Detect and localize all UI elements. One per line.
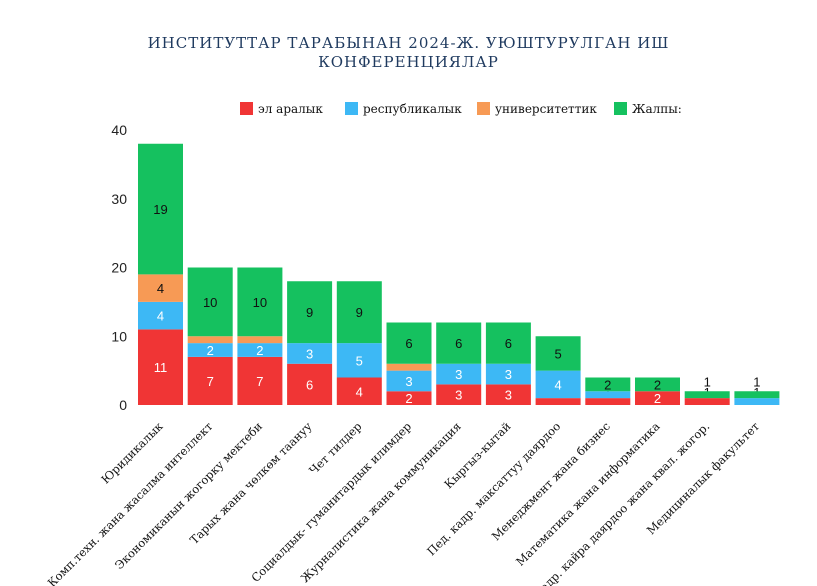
data-label-6-0: 3 [455,388,462,403]
bar-segment-7-3 [485,322,531,364]
data-label-5-3: 6 [405,336,412,351]
data-label-7-0: 3 [505,388,512,403]
bar-segment-11-3 [684,391,730,399]
bar-segment-9-0 [585,398,631,405]
bar-segment-5-0 [386,391,432,405]
data-label-10-0: 2 [654,391,661,406]
data-label-12-3: 1 [753,374,760,389]
data-label-5-1: 3 [405,374,412,389]
bar-segment-7-0 [485,384,531,405]
bar-segment-3-0 [287,363,333,405]
legend-label-0: эл аралык [258,102,323,116]
legend-swatch-0 [240,102,253,115]
bar-segment-0-0 [138,329,183,405]
bar-segment-6-3 [436,322,482,364]
bar-segment-8-3 [535,336,581,371]
data-label-0-2: 4 [157,281,164,296]
bar-segment-5-2 [386,363,432,371]
bar-segment-7-1 [485,363,531,385]
data-label-0-0: 11 [154,360,168,375]
bar-segment-4-0 [336,377,382,405]
data-label-3-1: 3 [306,346,313,361]
bar-segment-2-3 [237,267,283,337]
data-label-4-3: 9 [356,305,363,320]
data-label-3-0: 6 [306,377,313,392]
bar-segment-12-3 [734,391,780,399]
legend-swatch-1 [345,102,358,115]
bar-segment-6-1 [436,363,482,385]
bar-segment-1-2 [187,336,233,344]
bar-segment-0-1 [138,301,183,330]
bar-segment-10-3 [635,377,680,392]
bar-segment-5-3 [386,322,432,364]
data-label-10-3: 2 [654,377,661,392]
data-label-8-1: 4 [554,377,561,392]
bar-segment-2-0 [237,356,283,405]
data-label-1-1: 2 [207,343,214,358]
bar-segment-5-1 [386,370,432,392]
bar-segment-4-1 [336,343,382,378]
data-label-3-3: 9 [306,305,313,320]
bars: 1144197211072110639459231633633614511222… [138,143,780,406]
bar-segment-11-0 [684,398,730,405]
bar-segment-3-3 [287,281,333,344]
bar-segment-10-0 [635,391,680,405]
data-label-0-1: 4 [157,309,164,324]
bar-segment-0-3 [138,143,183,275]
data-label-2-1: 2 [256,343,263,358]
data-label-5-0: 2 [405,391,412,406]
chart-title: ИНСТИТУТТАР ТАРАБЫНАН 2024-Ж. УЮШТУРУЛГА… [0,34,817,72]
data-label-4-0: 4 [356,384,363,399]
legend-label-3: Жалпы: [632,102,682,116]
y-tick-0: 0 [119,397,127,413]
bar-segment-12-1 [734,398,780,405]
y-tick-40: 40 [111,122,127,138]
data-label-7-3: 6 [505,336,512,351]
data-label-8-3: 5 [554,346,561,361]
bar-segment-1-0 [187,356,233,405]
data-label-6-1: 3 [455,367,462,382]
bar-segment-8-1 [535,370,581,399]
bar-segment-6-0 [436,384,482,405]
y-axis: 0 10 20 30 40 [111,122,127,413]
bar-segment-0-2 [138,274,183,302]
bar-segment-8-0 [535,398,581,405]
data-label-1-3: 10 [203,295,217,310]
data-label-2-0: 7 [256,374,263,389]
legend-swatch-2 [477,102,490,115]
data-label-1-0: 7 [207,374,214,389]
legend-label-2: университеттик [495,102,597,116]
data-label-2-3: 10 [253,295,267,310]
bar-segment-1-1 [187,343,233,357]
data-label-9-3: 2 [604,377,611,392]
chart-title-line-2: КОНФЕРЕНЦИЯЛАР [318,53,499,71]
legend-label-1: республикалык [363,102,462,116]
y-tick-10: 10 [111,328,127,344]
y-tick-20: 20 [111,260,127,276]
bar-segment-2-1 [237,343,283,357]
data-label-4-1: 5 [356,353,363,368]
data-label-7-1: 3 [505,367,512,382]
chart-title-line-1: ИНСТИТУТТАР ТАРАБЫНАН 2024-Ж. УЮШТУРУЛГА… [147,34,670,52]
bar-segment-9-1 [585,391,631,399]
data-label-11-3: 1 [704,374,711,389]
data-label-0-3: 19 [153,202,167,217]
y-tick-30: 30 [111,191,127,207]
bar-segment-3-1 [287,343,333,364]
data-label-6-3: 6 [455,336,462,351]
legend: эл аралык республикалык университеттик Жалп… [240,102,682,116]
legend-swatch-3 [614,102,627,115]
bar-segment-9-3 [585,377,631,392]
bar-segment-1-3 [187,267,233,337]
bar-segment-4-3 [336,281,382,344]
bar-segment-2-2 [237,336,283,344]
